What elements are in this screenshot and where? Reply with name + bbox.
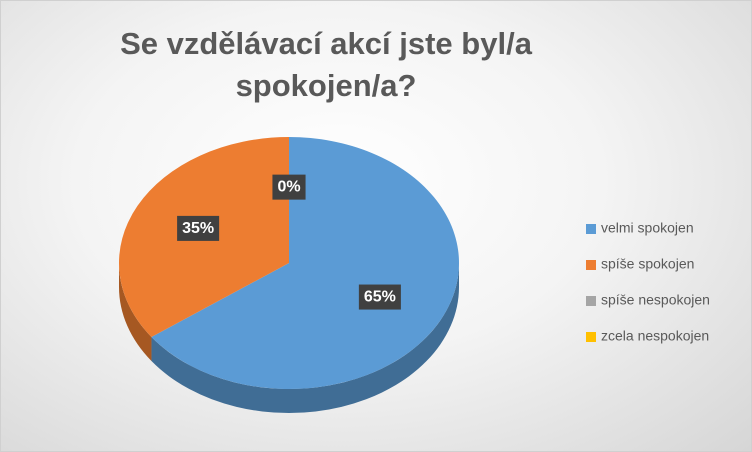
- legend-label: zcela nespokojen: [601, 328, 709, 344]
- legend-swatch: [586, 296, 596, 306]
- legend-label: spíše spokojen: [601, 256, 694, 272]
- data-label-box: [358, 284, 401, 310]
- legend-label: spíše nespokojen: [601, 292, 710, 308]
- data-label: 0%: [272, 174, 306, 200]
- legend-label: velmi spokojen: [601, 220, 694, 236]
- legend-swatch: [586, 224, 596, 234]
- chart-title: Se vzdělávací akcí jste byl/a spokojen/a…: [120, 26, 532, 103]
- slice-side: [151, 263, 460, 414]
- data-label: 65%: [358, 284, 401, 310]
- data-label-text: 0%: [277, 179, 300, 196]
- data-label-text: 65%: [364, 289, 396, 306]
- data-label: 35%: [177, 215, 220, 241]
- data-label-box: [177, 215, 220, 241]
- data-label-box: [272, 174, 306, 200]
- slice: [151, 137, 460, 389]
- slice-side: [119, 263, 152, 362]
- legend-swatch: [586, 260, 596, 270]
- data-label-text: 35%: [182, 220, 214, 237]
- legend-swatch: [586, 332, 596, 342]
